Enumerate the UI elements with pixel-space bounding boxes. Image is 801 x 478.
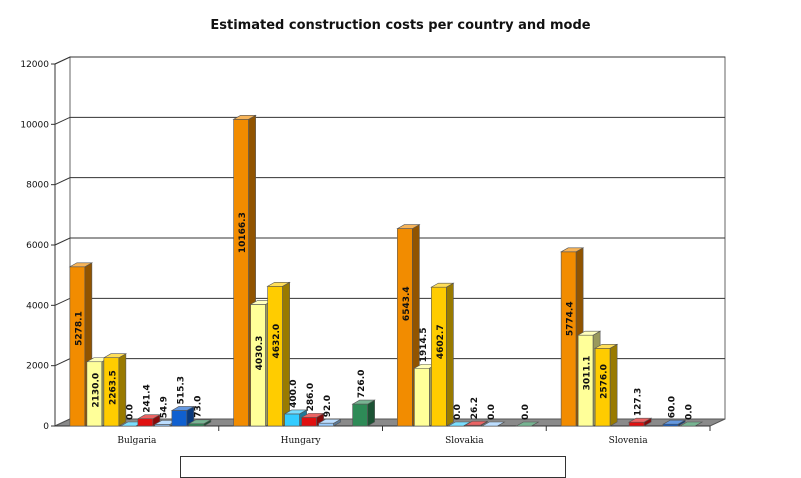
data-label: 726.0	[357, 370, 367, 398]
data-label: 0.0	[685, 404, 695, 420]
y-tick-label: 0	[43, 422, 49, 432]
data-label: 6543.4	[402, 286, 412, 321]
data-label: 0.0	[487, 404, 497, 420]
bar	[266, 281, 291, 427]
bar	[102, 353, 128, 427]
y-tick-label: 4000	[26, 301, 49, 311]
data-label: 400.0	[289, 379, 299, 407]
bar	[300, 412, 325, 427]
gridline	[54, 56, 725, 65]
bar	[661, 419, 687, 427]
data-label: 4602.7	[436, 324, 446, 359]
data-label: 4632.0	[272, 324, 282, 359]
data-label: 5278.1	[74, 311, 84, 346]
data-label: 515.3	[176, 376, 186, 404]
bar-chart: 0 2000 4000 6000 8000 10000 12000 5278.1 2130.0 2…	[20, 56, 726, 446]
bar	[187, 419, 213, 427]
y-tick-label: 10000	[20, 120, 49, 130]
data-label: 241.4	[142, 384, 152, 412]
bar	[170, 405, 196, 427]
data-label: 60.0	[668, 396, 678, 418]
bar	[515, 421, 540, 427]
bar	[627, 417, 653, 427]
bar	[678, 421, 704, 427]
data-label: 2130.0	[91, 373, 101, 408]
data-label: 4030.3	[255, 336, 265, 371]
category-label: Slovakia	[445, 436, 484, 446]
bar	[430, 282, 455, 427]
bar	[481, 421, 506, 427]
data-label: 26.2	[470, 397, 480, 419]
bar	[447, 421, 472, 427]
bar	[351, 399, 376, 427]
data-label: 0.0	[125, 404, 135, 420]
bar	[593, 343, 619, 427]
category-label: Slovenia	[609, 436, 649, 446]
chart-title: Estimated construction costs per country…	[210, 18, 591, 33]
bar	[136, 414, 162, 427]
data-label: 3011.1	[583, 356, 593, 391]
data-label: 127.3	[634, 388, 644, 416]
data-label: 5774.4	[566, 301, 576, 336]
gridline	[54, 116, 725, 125]
data-label: 1914.5	[419, 328, 429, 363]
bar	[464, 420, 489, 427]
y-tick-label: 6000	[26, 241, 49, 251]
gridline	[54, 177, 725, 186]
data-label: 54.9	[159, 396, 169, 418]
data-label: 10166.3	[238, 212, 248, 253]
data-label: 286.0	[306, 383, 316, 411]
data-label: 2263.5	[108, 370, 118, 405]
category-label: Hungary	[281, 436, 322, 446]
y-tick-label: 2000	[26, 362, 49, 372]
data-label: 73.0	[193, 396, 203, 418]
bar	[317, 418, 342, 427]
data-label: 2576.0	[600, 364, 610, 399]
y-tick-label: 8000	[26, 181, 49, 191]
category-label: Bulgaria	[117, 436, 157, 446]
legend	[180, 456, 566, 478]
y-tick-label: 12000	[20, 60, 49, 70]
data-label: 92.0	[323, 395, 333, 417]
gridline	[54, 237, 725, 246]
data-label: 0.0	[453, 404, 463, 420]
data-label: 0.0	[521, 404, 531, 420]
bar	[68, 262, 94, 427]
